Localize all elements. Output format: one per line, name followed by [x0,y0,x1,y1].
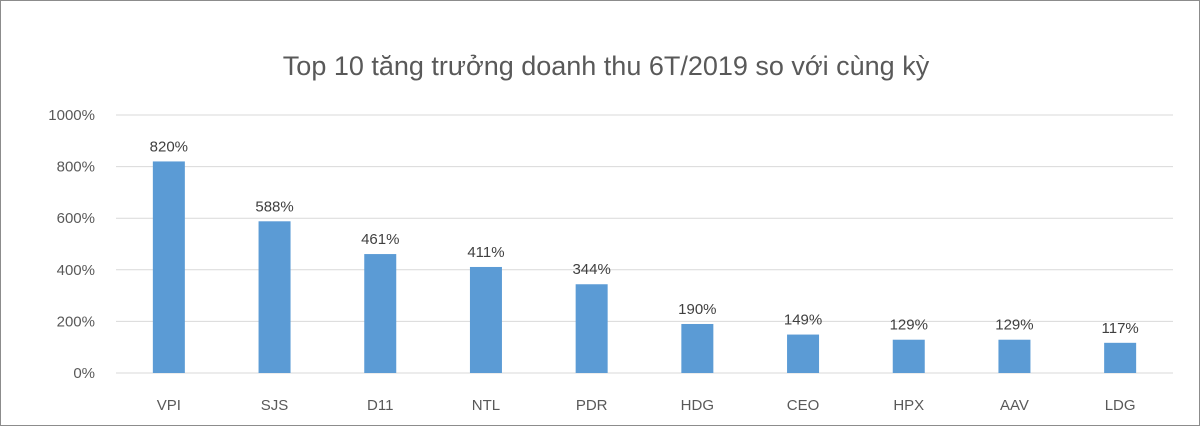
bar-hpx [892,339,925,373]
bar-sjs [258,221,291,373]
data-label-aav: 129% [995,317,1033,334]
category-label-ntl: NTL [472,397,500,414]
category-label-vpi: VPI [157,397,181,414]
category-label-pdr: PDR [576,397,608,414]
data-label-vpi: 820% [150,138,188,155]
bar-hdg [681,323,714,373]
category-label-sjs: SJS [261,397,289,414]
y-tick-label: 400% [57,262,95,279]
category-label-aav: AAV [1000,397,1029,414]
y-tick-label: 600% [57,210,95,227]
bar-ldg [1104,342,1137,373]
data-label-ldg: 117% [1102,320,1139,337]
y-tick-label: 800% [57,159,95,176]
data-label-d11: 461% [361,231,399,248]
data-label-sjs: 588% [255,198,293,215]
bar-pdr [575,284,608,373]
bars [152,161,1137,373]
bar-aav [998,339,1031,373]
data-label-ceo: 149% [784,312,822,329]
bar-vpi [152,161,185,373]
y-tick-label: 0% [73,365,95,382]
bar-ceo [787,334,820,373]
y-tick-label: 200% [57,313,95,330]
category-label-ldg: LDG [1105,397,1136,414]
chart-title: Top 10 tăng trưởng doanh thu 6T/2019 so … [283,51,930,81]
bar-ntl [469,266,502,373]
data-label-hpx: 129% [890,317,928,334]
data-label-pdr: 344% [572,261,610,278]
bar-d11 [364,254,397,373]
data-labels: 820% 588% 461% 411% 344% 190% 149% 129% 129% 117% [150,138,1139,336]
y-axis-tick-labels: 0% 200% 400% 600% 800% 1000% [48,107,95,382]
category-label-ceo: CEO [787,397,820,414]
gridlines [116,114,1173,374]
data-label-hdg: 190% [678,301,716,318]
y-tick-label: 1000% [48,107,95,124]
data-label-ntl: 411% [467,244,504,261]
category-label-hdg: HDG [681,397,714,414]
x-axis-category-labels: VPI SJS D11 NTL PDR HDG CEO HPX AAV LDG [157,397,1136,414]
category-label-d11: D11 [367,397,393,414]
category-label-hpx: HPX [893,397,924,414]
